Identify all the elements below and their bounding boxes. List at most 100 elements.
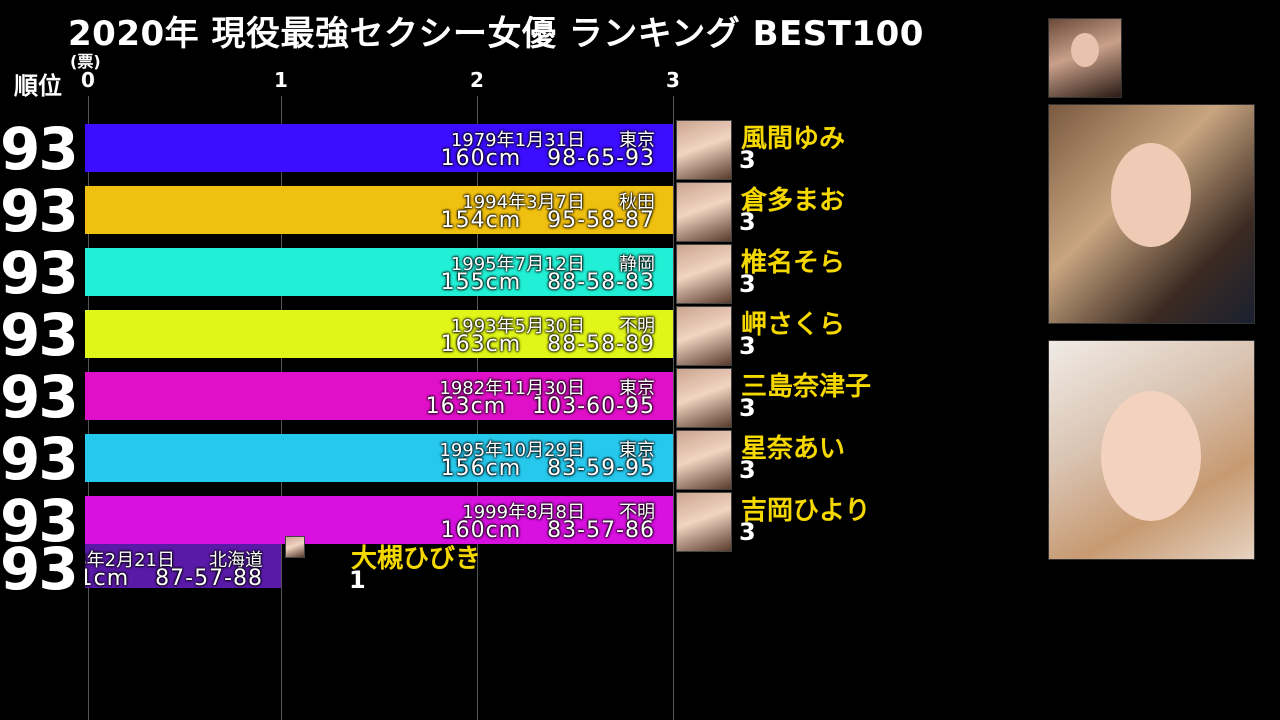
measurements: 95-58-87	[547, 208, 655, 233]
bar-stats-label: 160cm 83-57-86	[441, 518, 655, 543]
measurements: 88-58-83	[547, 270, 655, 295]
rank-number: 93	[0, 301, 79, 369]
bar: 1979年1月31日 東京 160cm 98-65-93	[85, 124, 673, 172]
name-label: 岬さくら	[741, 310, 846, 340]
bar-stats-label: 160cm 98-65-93	[441, 146, 655, 171]
bar-stats-label: 163cm 88-58-89	[441, 332, 655, 357]
bar-birth-label: 1995年10月29日 東京	[439, 436, 655, 462]
avatar	[676, 244, 732, 304]
measurements: 83-57-86	[547, 518, 655, 543]
name-label: 椎名そら	[741, 248, 846, 278]
face-shape	[1111, 143, 1191, 247]
face-shape	[1101, 391, 1201, 521]
height-value: 160cm	[440, 146, 522, 171]
bar-birth-label: 1994年3月7日 秋田	[462, 188, 655, 214]
height-value: 1cm	[85, 566, 130, 588]
birth-date: 1982年11月30日	[439, 378, 585, 399]
bar-stats-label: 154cm 95-58-87	[441, 208, 655, 233]
avatar	[285, 536, 305, 558]
vote-count: 3	[739, 270, 756, 298]
height-value: 163cm	[440, 332, 522, 357]
prefecture: 不明	[619, 502, 655, 523]
bar: 1982年11月30日 東京 163cm 103-60-95	[85, 372, 673, 420]
bar-stats-label: 156cm 83-59-95	[441, 456, 655, 481]
bar-birth-label: 1995年7月12日 静岡	[451, 250, 655, 276]
prefecture: 不明	[619, 316, 655, 337]
name-label: 風間ゆみ	[741, 124, 846, 154]
height-value: 154cm	[440, 208, 522, 233]
bar-stats-label: 155cm 88-58-83	[441, 270, 655, 295]
birth-date: 8年2月21日	[85, 550, 175, 571]
name-label: 三島奈津子	[741, 372, 872, 402]
bar: 8年2月21日 北海道 1cm 87-57-88	[85, 544, 281, 588]
prefecture: 東京	[619, 378, 655, 399]
bar: 1994年3月7日 秋田 154cm 95-58-87	[85, 186, 673, 234]
measurements: 87-57-88	[155, 566, 263, 588]
prefecture: 東京	[619, 130, 655, 151]
rank-number: 93	[0, 425, 79, 493]
avatar	[676, 492, 732, 552]
bar-birth-label: 1999年8月8日 不明	[462, 498, 655, 524]
birth-date: 1979年1月31日	[450, 130, 585, 151]
birth-date: 1999年8月8日	[462, 502, 585, 523]
measurements: 83-59-95	[547, 456, 655, 481]
x-tick-label: 2	[470, 68, 484, 92]
rank-number: 93	[0, 177, 79, 245]
height-value: 155cm	[440, 270, 522, 295]
bar: 1995年7月12日 静岡 155cm 88-58-83	[85, 248, 673, 296]
birth-date: 1995年7月12日	[450, 254, 585, 275]
height-value: 163cm	[425, 394, 507, 419]
x-tick-label: 1	[274, 68, 288, 92]
top-photo	[1048, 18, 1122, 98]
measurements: 103-60-95	[532, 394, 655, 419]
bar-birth-label: 1993年5月30日 不明	[451, 312, 655, 338]
measurements: 88-58-89	[547, 332, 655, 357]
birth-date: 1995年10月29日	[439, 440, 585, 461]
face-shape	[1071, 33, 1099, 67]
prefecture: 秋田	[619, 192, 655, 213]
featured-photo-2	[1048, 340, 1255, 560]
vote-count: 3	[739, 208, 756, 236]
vote-count: 3	[739, 394, 756, 422]
bar-stats-label: 163cm 103-60-95	[426, 394, 655, 419]
bar: 1999年8月8日 不明 160cm 83-57-86	[85, 496, 673, 544]
avatar	[676, 306, 732, 366]
featured-photo-1	[1048, 104, 1255, 324]
bar: 1995年10月29日 東京 156cm 83-59-95	[85, 434, 673, 482]
axis-unit-label: (票)	[70, 52, 101, 71]
prefecture: 東京	[619, 440, 655, 461]
page-title: 2020年 現役最強セクシー女優 ランキング BEST100	[68, 14, 924, 54]
bar-birth-label: 1979年1月31日 東京	[451, 126, 655, 152]
rank-number: 93	[0, 535, 79, 603]
rank-number: 93	[0, 115, 79, 183]
rank-header: 順位	[14, 72, 62, 100]
bar-birth-label: 1982年11月30日 東京	[439, 374, 655, 400]
name-label: 大槻ひびき	[351, 544, 482, 574]
vote-count: 3	[739, 456, 756, 484]
avatar	[676, 182, 732, 242]
bar-stats-label: 1cm 87-57-88	[85, 566, 263, 588]
vote-count: 3	[739, 332, 756, 360]
bar: 1993年5月30日 不明 163cm 88-58-89	[85, 310, 673, 358]
x-tick-label: 0	[81, 68, 95, 92]
height-value: 156cm	[440, 456, 522, 481]
avatar	[676, 120, 732, 180]
vote-count: 3	[739, 518, 756, 546]
bar-birth-label: 8年2月21日 北海道	[85, 546, 263, 572]
prefecture: 静岡	[619, 254, 655, 275]
name-label: 吉岡ひより	[741, 496, 871, 526]
rank-number: 93	[0, 363, 79, 431]
name-label: 星奈あい	[741, 434, 846, 464]
avatar	[676, 368, 732, 428]
x-tick-label: 3	[666, 68, 680, 92]
height-value: 160cm	[440, 518, 522, 543]
prefecture: 北海道	[209, 550, 263, 571]
birth-date: 1994年3月7日	[462, 192, 585, 213]
birth-date: 1993年5月30日	[450, 316, 585, 337]
avatar	[676, 430, 732, 490]
vote-count: 3	[739, 146, 756, 174]
name-label: 倉多まお	[741, 186, 846, 216]
vote-count: 1	[349, 566, 366, 594]
rank-number: 93	[0, 239, 79, 307]
rank-number: 93	[0, 487, 79, 555]
